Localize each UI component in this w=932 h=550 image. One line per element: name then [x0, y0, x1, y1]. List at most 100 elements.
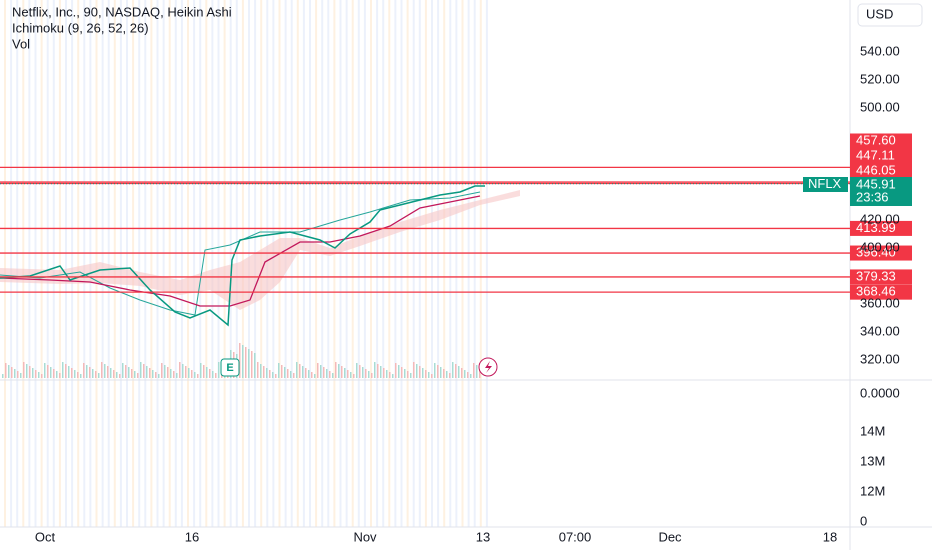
volume-bar — [380, 366, 382, 378]
volume-bar — [320, 365, 322, 378]
volume-bar — [449, 373, 451, 378]
volume-bar — [86, 365, 88, 378]
stripe — [376, 0, 379, 527]
volume-bar — [179, 362, 181, 378]
stripe — [431, 0, 433, 527]
stripe — [394, 0, 397, 527]
volume-bar — [239, 343, 241, 378]
symbol: NFLX — [808, 176, 842, 191]
volume-bar — [314, 374, 316, 378]
stripe — [40, 0, 43, 527]
price-axis: 540.00 520.00 500.00 420.00 400.00 360.00 340.… — [860, 43, 900, 528]
stripe — [89, 0, 92, 527]
base-line — [0, 195, 481, 307]
volume-bar — [470, 374, 472, 378]
currency[interactable]: USD — [866, 6, 893, 21]
volume-bar — [167, 367, 169, 378]
stripe — [302, 0, 305, 527]
stripe — [321, 0, 324, 527]
price-tick-label: 420.00 — [860, 211, 900, 226]
stripe — [388, 0, 391, 527]
stripe — [473, 0, 476, 527]
volume-bar — [74, 370, 76, 378]
level-label: 447.11 — [856, 147, 895, 162]
level-tag — [850, 163, 912, 179]
volume-bar — [191, 370, 193, 378]
stripe — [217, 0, 220, 527]
stripe — [412, 0, 415, 527]
stripe — [333, 0, 336, 527]
volume-bar — [38, 372, 40, 378]
volume-bar — [89, 367, 91, 378]
stripe — [211, 0, 214, 527]
level-label: 413.99 — [856, 220, 896, 235]
time-label: 07:00 — [559, 529, 592, 544]
stripe — [193, 0, 196, 527]
price-tick-label: 400.00 — [860, 239, 900, 254]
indicator: Ichimoku (9, 26, 52, 26) — [12, 20, 149, 35]
volume-bar — [332, 373, 334, 378]
volume-bar — [299, 364, 301, 378]
earnings-label[interactable]: E — [226, 362, 233, 374]
volume-bar — [296, 362, 298, 378]
stripe — [290, 0, 293, 527]
volume-bar — [275, 374, 277, 378]
volume-bar — [125, 365, 127, 378]
volume-bar — [5, 363, 7, 378]
volume-bar — [335, 362, 337, 378]
volume-bar — [437, 365, 439, 378]
volume-bar — [209, 369, 211, 378]
volume-bar — [416, 364, 418, 378]
level-tag — [850, 220, 912, 236]
earnings-marker[interactable] — [220, 358, 240, 377]
volume-bar — [200, 363, 202, 378]
volume-bar — [71, 368, 73, 378]
volume-tick-label: 14M — [860, 423, 885, 438]
stripe — [443, 0, 446, 527]
level-tag — [850, 133, 912, 149]
volume-bar — [326, 369, 328, 378]
volume-bar — [359, 365, 361, 378]
volume-bar — [428, 372, 430, 378]
volume-bar — [419, 366, 421, 378]
volume-bar — [467, 372, 469, 378]
stripe — [199, 0, 202, 527]
volume-bar — [134, 371, 136, 378]
stripe — [22, 0, 25, 527]
volume-bar — [131, 369, 133, 378]
volume-bar — [62, 362, 64, 378]
time-label: Oct — [35, 529, 56, 544]
volume-bar — [422, 368, 424, 378]
volume-tick-label: 0 — [860, 513, 867, 528]
volume-axis-label: 0.0000 — [860, 385, 900, 400]
time-label: Nov — [353, 529, 377, 544]
volume-bar — [371, 373, 373, 378]
volume-bar — [164, 365, 166, 378]
volume-bar — [443, 369, 445, 378]
volume-bar — [8, 365, 10, 378]
volume-bar — [434, 363, 436, 378]
price-tick-label: 360.00 — [860, 295, 900, 310]
level-tag — [850, 245, 912, 261]
stripe — [351, 0, 354, 527]
volume-bar — [128, 367, 130, 378]
volume-bar — [305, 368, 307, 378]
currency-button[interactable] — [857, 3, 923, 27]
volume-bar — [14, 369, 16, 378]
volume-bar — [68, 366, 70, 378]
countdown: 23:36 — [856, 189, 889, 204]
level-label: 457.60 — [856, 132, 896, 147]
stripe — [223, 0, 226, 527]
stripe — [144, 0, 147, 527]
volume-bar — [260, 364, 262, 378]
stripe — [107, 0, 110, 527]
level-label: 396.40 — [856, 244, 896, 259]
volume-bar — [407, 371, 409, 378]
stripe — [479, 0, 482, 527]
stripe — [71, 0, 74, 527]
volume-bar — [341, 366, 343, 378]
volume-bar — [464, 370, 466, 378]
volume-bar — [56, 371, 58, 378]
volume-bar — [35, 370, 37, 378]
